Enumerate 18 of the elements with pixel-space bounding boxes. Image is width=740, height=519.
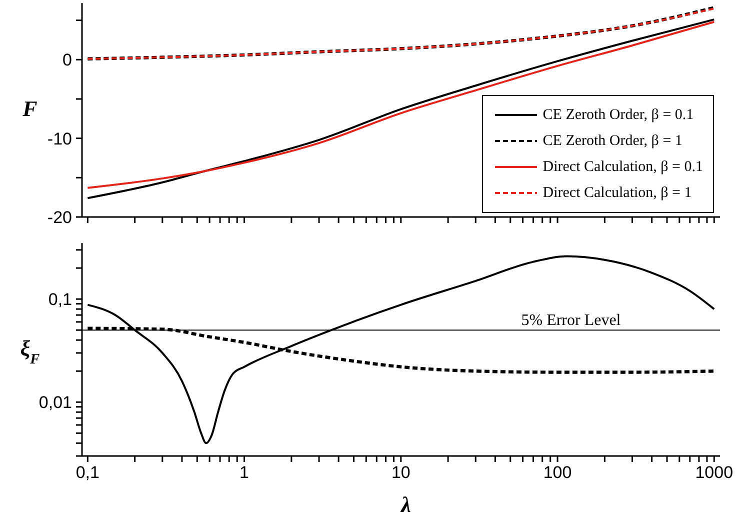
y-axis-title: ξ$_{F}$ bbox=[20, 336, 40, 368]
y-tick-label: 0,01 bbox=[38, 393, 72, 412]
x-tick-label: 1 bbox=[240, 463, 250, 482]
x-axis-title: λ bbox=[400, 492, 412, 517]
y-axis-title: F bbox=[22, 96, 38, 121]
y-tick-label: -10 bbox=[47, 129, 72, 148]
x-tick-label: 0,1 bbox=[76, 463, 100, 482]
legend-label: CE Zeroth Order, β = 0.1 bbox=[542, 106, 694, 124]
x-tick-label: 100 bbox=[543, 463, 572, 482]
x-tick-label: 10 bbox=[391, 463, 410, 482]
legend-label: CE Zeroth Order, β = 1 bbox=[542, 132, 682, 150]
x-tick-label: 1000 bbox=[695, 463, 734, 482]
ref-line-label: 5% Error Level bbox=[521, 312, 622, 330]
y-tick-label: -20 bbox=[47, 208, 72, 228]
y-tick-label: 0 bbox=[62, 50, 72, 70]
y-tick-label: 0,1 bbox=[48, 290, 72, 310]
legend-label: Direct Calculation, β = 0.1 bbox=[542, 158, 703, 176]
legend-label: Direct Calculation, β = 1 bbox=[542, 184, 692, 202]
